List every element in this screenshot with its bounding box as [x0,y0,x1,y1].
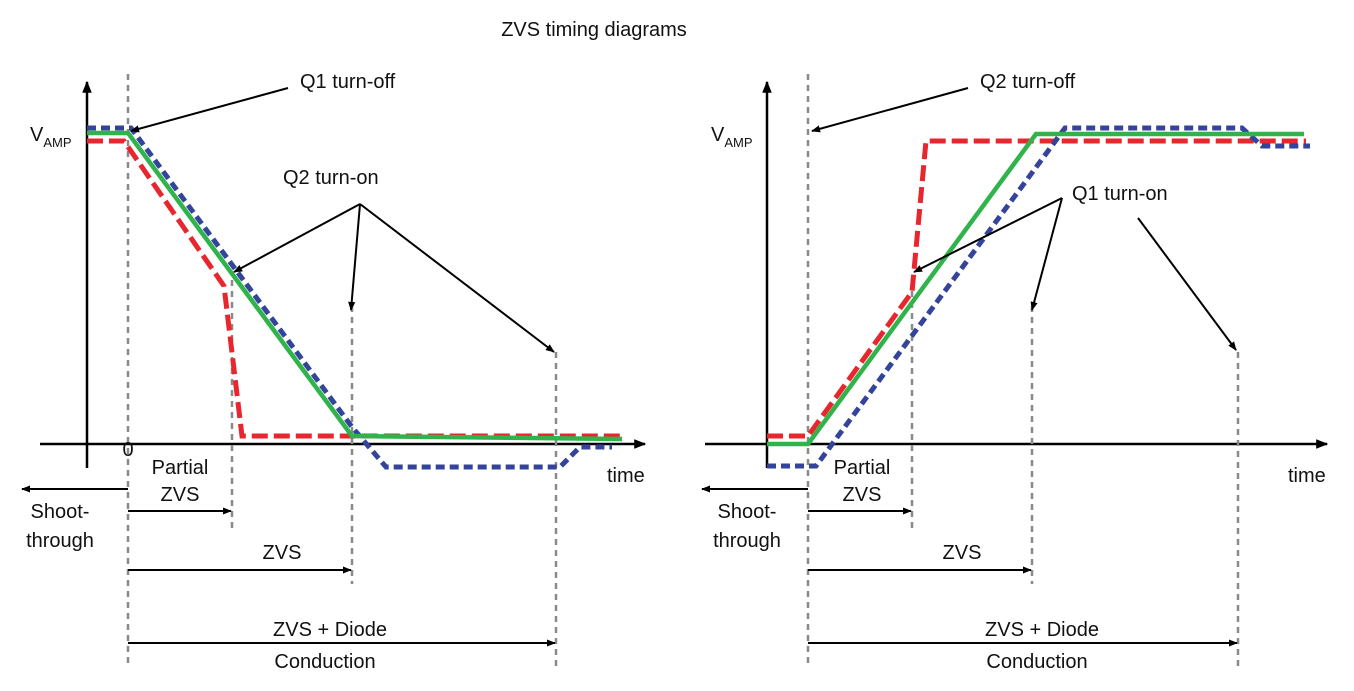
right-partial-label-1: Partial [834,457,891,479]
left-q1-turnoff-label: Q1 turn-off [300,71,396,93]
right-q2-turnoff-arrow [811,87,969,133]
right-green-waveform [767,131,1304,447]
left-panel: VAMP 0 time Q1 turn-off Q2 turn-on Shoot… [21,71,647,673]
left-time-label: time [607,465,645,487]
left-q2-turnon-arrow-3 [359,203,555,353]
right-q1-turnon-label: Q1 turn-on [1072,183,1168,205]
right-conduction-label: Conduction [986,651,1087,673]
left-partial-label-1: Partial [152,457,209,479]
right-zvs-diode-label: ZVS + Diode [985,619,1099,641]
right-q1-turnon-arrow-1 [913,197,1063,273]
left-origin-label: 0 [122,439,133,461]
left-zvs-label: ZVS [263,542,302,564]
left-conduction-label: Conduction [274,651,375,673]
right-blue-waveform [767,125,1310,469]
left-shootthrough-label-2: through [26,530,94,552]
right-shootthrough-label-1: Shoot- [718,501,777,523]
left-q1-turnoff-arrow [130,87,289,133]
left-partial-label-2: ZVS [161,484,200,506]
left-zvs-diode-label: ZVS + Diode [273,619,387,641]
right-partial-label-2: ZVS [843,484,882,506]
left-green-waveform [87,130,623,442]
right-time-label: time [1288,465,1326,487]
right-vamp-label: VAMP [711,124,753,150]
left-vamp-label: VAMP [30,124,72,150]
left-shootthrough-label-1: Shoot- [31,501,90,523]
left-q2-turnon-arrow-1 [233,203,361,273]
right-shootthrough-label-2: through [713,530,781,552]
left-q2-turnon-arrow-2 [348,203,361,311]
right-panel: VAMP time Q2 turn-off Q1 turn-on Shoot- … [701,71,1329,673]
diagram-title: ZVS timing diagrams [501,19,687,41]
right-q1-turnon-arrow-2 [1030,197,1063,311]
right-q2-turnoff-label: Q2 turn-off [980,71,1076,93]
right-q1-turnon-arrow-3 [1137,217,1237,351]
left-q2-turnon-label: Q2 turn-on [283,167,379,189]
right-zvs-label: ZVS [943,542,982,564]
